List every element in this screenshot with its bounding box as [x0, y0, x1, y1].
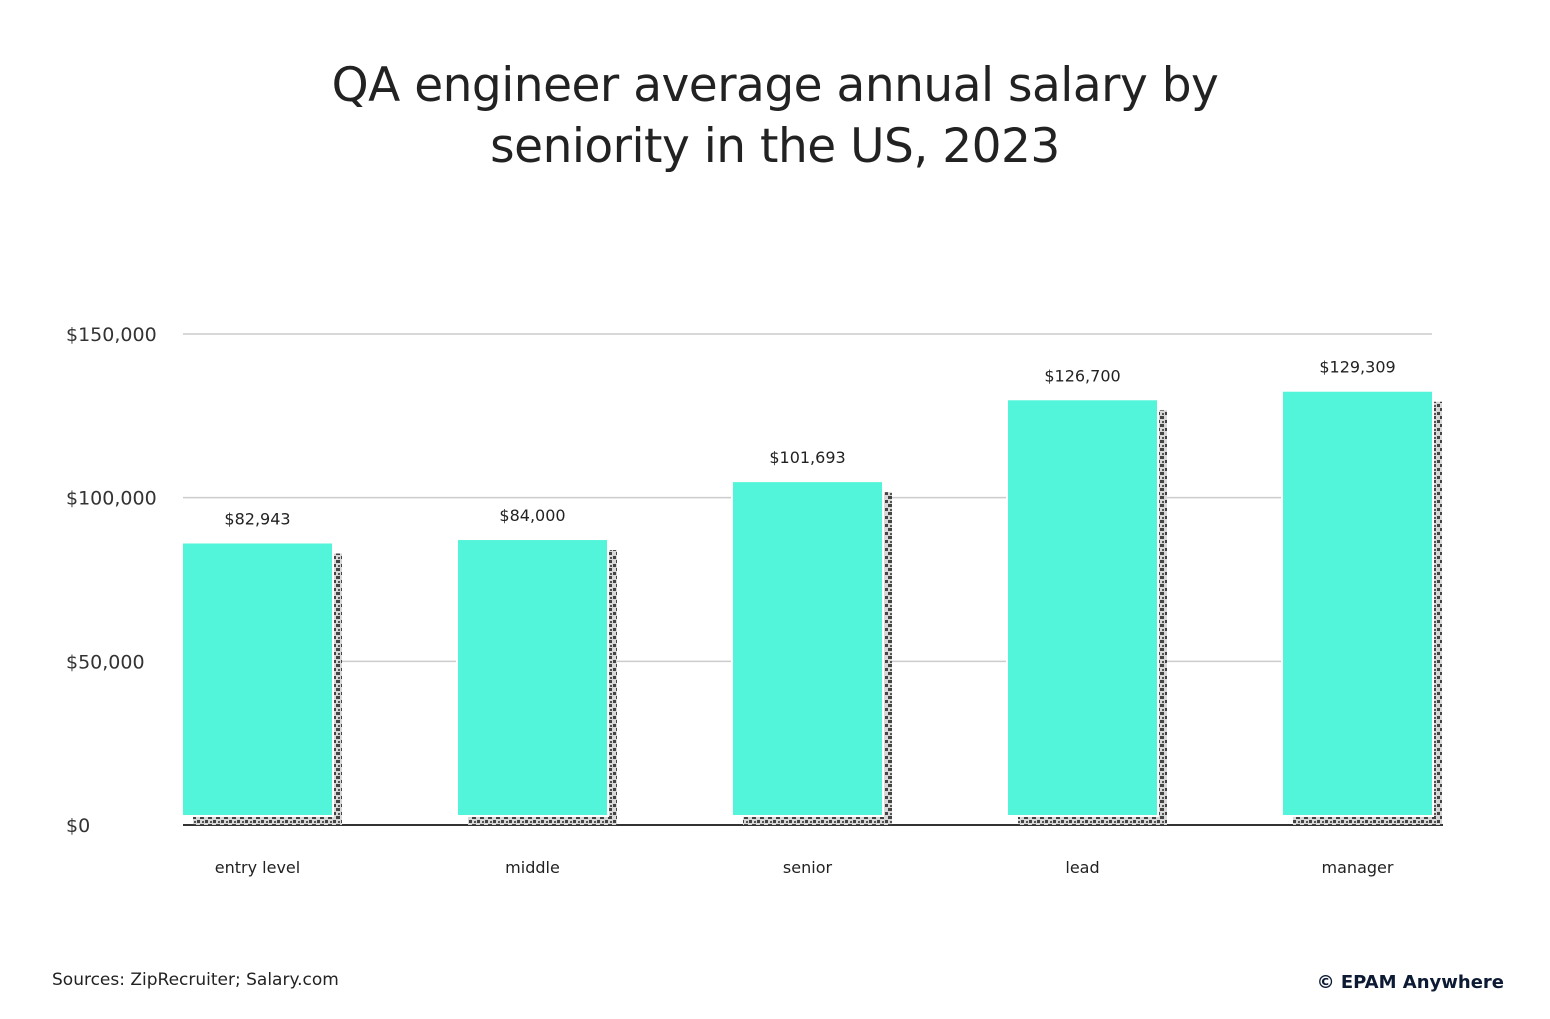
data-label: $101,693	[769, 448, 845, 467]
y-tick-label: $150,000	[66, 324, 157, 346]
x-tick-label: senior	[783, 858, 833, 877]
x-tick-label: manager	[1322, 858, 1394, 877]
y-tick-label: $50,000	[66, 651, 145, 673]
data-label: $82,943	[224, 509, 290, 528]
x-tick-label: lead	[1065, 858, 1099, 877]
bar	[183, 543, 332, 815]
y-tick-label: $0	[66, 815, 90, 837]
bar	[733, 482, 882, 815]
chart-title-line-1: QA engineer average annual salary by	[331, 58, 1219, 113]
chart-title: QA engineer average annual salary by sen…	[0, 55, 1550, 177]
x-tick-label: middle	[505, 858, 560, 877]
data-label: $126,700	[1044, 366, 1120, 385]
bar	[1283, 391, 1432, 815]
bar	[458, 540, 607, 815]
chart-title-line-2: seniority in the US, 2023	[490, 119, 1060, 174]
sources-note: Sources: ZipRecruiter; Salary.com	[52, 970, 339, 990]
brand-logo: © EPAM Anywhere	[1316, 972, 1504, 993]
bar	[1008, 400, 1157, 815]
x-tick-label: entry level	[215, 858, 300, 877]
data-label: $129,309	[1319, 358, 1395, 377]
data-label: $84,000	[499, 506, 565, 525]
y-tick-label: $100,000	[66, 488, 157, 510]
